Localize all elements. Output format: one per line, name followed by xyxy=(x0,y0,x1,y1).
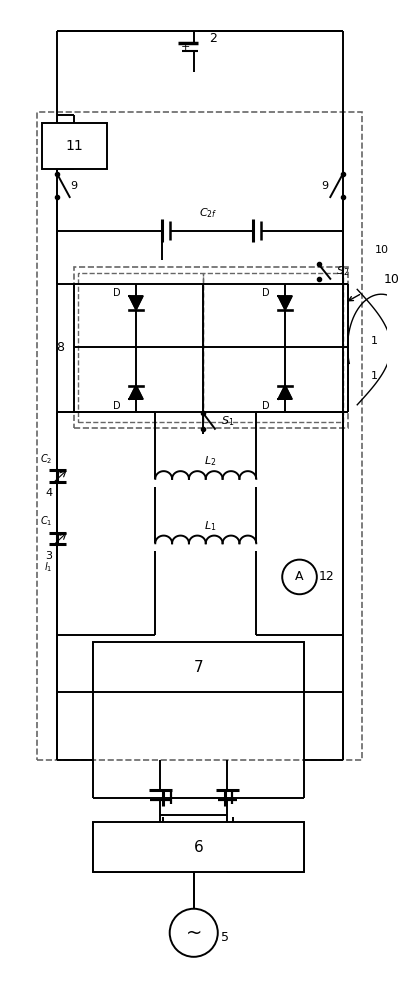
Text: ~: ~ xyxy=(186,923,202,942)
Text: $L_2$: $L_2$ xyxy=(204,455,216,468)
Text: 6: 6 xyxy=(194,840,203,855)
Text: +: + xyxy=(180,42,190,52)
Bar xyxy=(203,273,343,422)
Text: 8: 8 xyxy=(56,341,64,354)
Bar xyxy=(37,112,362,760)
Text: $S_2$: $S_2$ xyxy=(336,264,349,278)
Polygon shape xyxy=(278,296,292,310)
Polygon shape xyxy=(278,386,292,399)
Text: 5: 5 xyxy=(221,931,229,944)
Bar xyxy=(78,273,203,422)
Text: 4: 4 xyxy=(45,488,53,498)
Text: 7: 7 xyxy=(194,660,203,675)
Text: 10: 10 xyxy=(384,273,400,286)
Circle shape xyxy=(170,909,218,957)
Text: A: A xyxy=(295,570,304,583)
Text: $L_1$: $L_1$ xyxy=(204,519,216,533)
Text: 9: 9 xyxy=(322,181,329,191)
Bar xyxy=(73,267,348,428)
Text: D: D xyxy=(262,401,270,411)
Text: 10: 10 xyxy=(375,245,389,255)
Bar xyxy=(42,123,107,169)
Text: 12: 12 xyxy=(318,570,334,583)
Bar xyxy=(93,642,304,692)
Text: $C_2$: $C_2$ xyxy=(40,452,53,466)
Text: 1: 1 xyxy=(371,371,378,381)
Text: 3: 3 xyxy=(45,551,53,561)
Text: D: D xyxy=(113,288,121,298)
Polygon shape xyxy=(129,386,143,399)
Text: D: D xyxy=(262,288,270,298)
Polygon shape xyxy=(129,296,143,310)
Text: 11: 11 xyxy=(66,139,83,153)
Circle shape xyxy=(282,560,317,594)
Text: 9: 9 xyxy=(71,181,78,191)
Text: $l_1$: $l_1$ xyxy=(44,560,53,574)
Text: 1: 1 xyxy=(371,336,378,346)
Text: $S_1$: $S_1$ xyxy=(221,414,234,428)
Text: $C_1$: $C_1$ xyxy=(40,514,53,528)
Bar xyxy=(93,822,304,872)
Text: D: D xyxy=(113,401,121,411)
Text: $C_{2f}$: $C_{2f}$ xyxy=(199,207,217,220)
Text: 2: 2 xyxy=(209,32,217,45)
